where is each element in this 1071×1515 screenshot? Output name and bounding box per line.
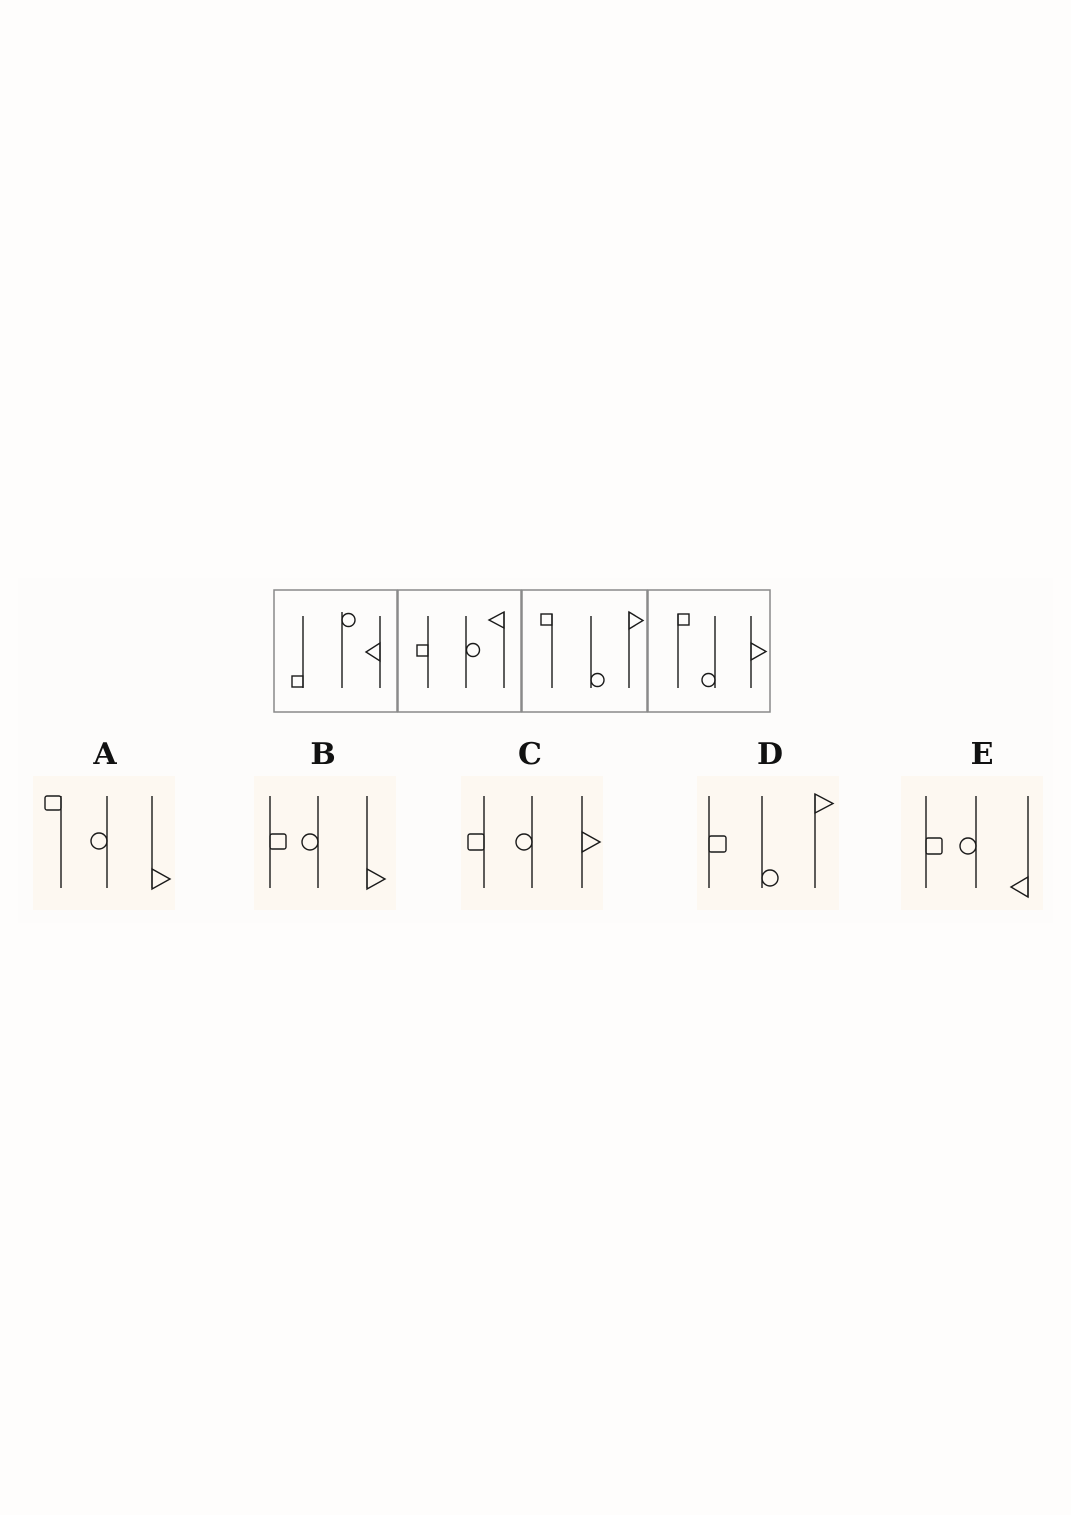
sequence-frame-1	[273, 589, 398, 713]
triangle-shape	[814, 792, 835, 815]
sequence-frame-2	[397, 589, 522, 713]
triangle-shape	[364, 641, 381, 663]
option-d[interactable]	[697, 776, 839, 910]
square-shape	[467, 833, 485, 851]
triangle-shape	[487, 610, 505, 630]
option-label-a: A	[93, 737, 117, 772]
option-c[interactable]	[461, 776, 603, 910]
option-a[interactable]	[33, 776, 175, 910]
triangle-shape	[366, 867, 387, 891]
square-shape	[708, 835, 727, 853]
option-label-b: B	[310, 737, 336, 772]
circle-shape	[590, 672, 605, 688]
answer-options	[33, 776, 1043, 910]
square-shape	[925, 837, 943, 855]
circle-shape	[701, 672, 716, 688]
circle-shape	[301, 833, 319, 851]
square-shape	[677, 613, 690, 626]
square-shape	[291, 675, 304, 688]
sequence-frame-3	[521, 589, 648, 713]
sequence-frame-4	[647, 589, 771, 713]
option-label-e: E	[970, 737, 994, 772]
circle-shape	[959, 837, 977, 855]
option-b[interactable]	[254, 776, 396, 910]
triangle-shape	[750, 641, 768, 662]
circle-shape	[761, 869, 779, 887]
circle-shape	[465, 642, 481, 658]
circle-shape	[341, 612, 356, 628]
triangle-shape	[581, 830, 602, 854]
triangle-shape	[151, 867, 172, 891]
square-shape	[44, 795, 62, 811]
option-label-d: D	[756, 737, 783, 772]
square-shape	[269, 833, 287, 850]
circle-shape	[515, 833, 533, 851]
triangle-shape	[628, 610, 645, 631]
triangle-shape	[1009, 875, 1029, 899]
square-shape	[416, 644, 429, 657]
square-shape	[540, 613, 553, 626]
option-label-c: C	[518, 737, 542, 772]
sequence-row	[273, 589, 771, 713]
circle-shape	[90, 832, 108, 850]
option-e[interactable]	[901, 776, 1043, 910]
